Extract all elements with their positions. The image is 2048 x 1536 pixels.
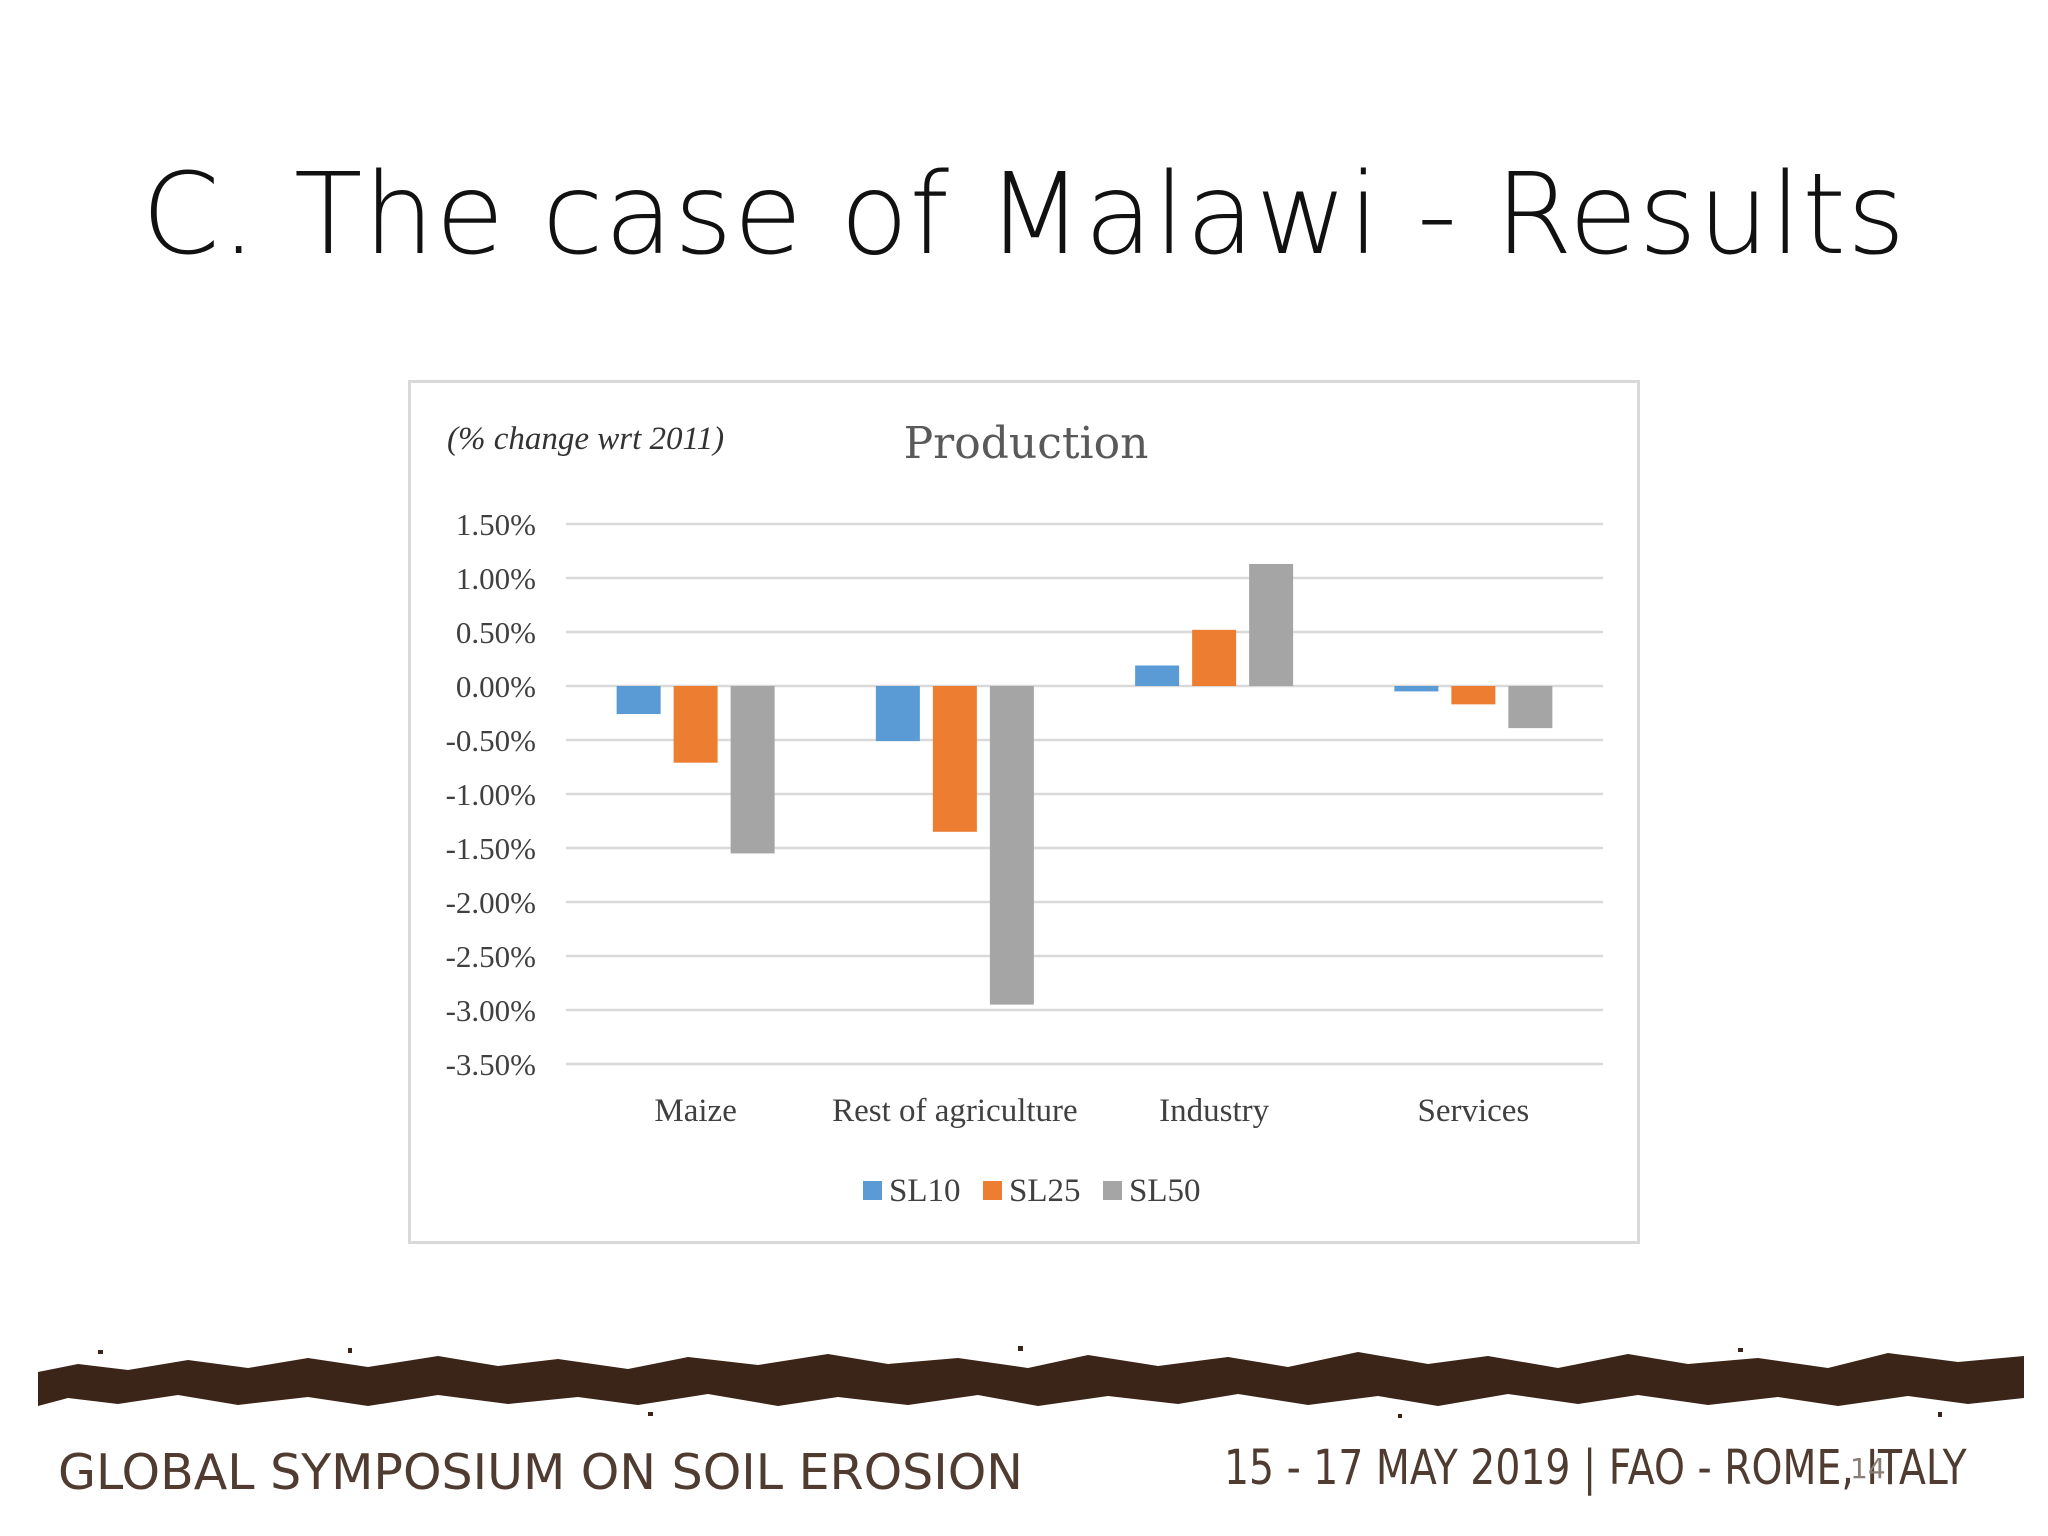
bar-sl10-3 (1394, 686, 1439, 692)
y-tick-label: 1.50% (456, 507, 536, 542)
legend-swatch-sl50 (1103, 1181, 1122, 1200)
legend-label-sl50: SL50 (1129, 1173, 1201, 1209)
y-tick-label: -1.50% (446, 831, 536, 866)
bar-sl10-2 (1135, 665, 1180, 686)
bar-sl10-1 (875, 686, 920, 742)
bar-sl10-0 (616, 686, 661, 715)
production-chart: (% change wrt 2011) Production 1.50% 1.00… (446, 418, 1603, 1209)
x-axis-ticks: Maize Rest of agriculture Industry Services (654, 1093, 1529, 1129)
footer-event-date-location: 15 - 17 MAY 2019 | FAO - ROME, ITALY (1224, 1440, 1967, 1496)
legend: SL10 SL25 SL50 (863, 1173, 1201, 1209)
y-tick-label: -2.50% (446, 939, 536, 974)
chart-unit-note: (% change wrt 2011) (447, 421, 724, 457)
bar-sl50-3 (1508, 686, 1553, 729)
x-tick-label: Rest of agriculture (832, 1093, 1078, 1129)
bar-sl50-0 (730, 686, 775, 854)
page-number: 14 (1850, 1452, 1886, 1485)
soil-band (38, 1346, 2024, 1418)
bar-sl25-1 (932, 686, 977, 832)
y-tick-label: -3.50% (446, 1047, 536, 1082)
chart-title: Production (904, 418, 1149, 469)
legend-label-sl25: SL25 (1009, 1173, 1081, 1209)
legend-swatch-sl25 (983, 1181, 1002, 1200)
bar-sl25-0 (673, 686, 718, 763)
y-tick-label: -1.00% (446, 777, 536, 812)
x-tick-label: Maize (654, 1093, 736, 1129)
y-axis-ticks: 1.50% 1.00% 0.50% 0.00% -0.50% -1.00% -1.50% -2… (446, 507, 536, 1082)
y-tick-label: -2.00% (446, 885, 536, 920)
footer-event-name: GLOBAL SYMPOSIUM ON SOIL EROSION (58, 1444, 1023, 1501)
legend-label-sl10: SL10 (889, 1173, 961, 1209)
y-tick-label: 0.00% (456, 669, 536, 704)
x-tick-label: Services (1417, 1093, 1529, 1129)
y-tick-label: -0.50% (446, 723, 536, 758)
y-tick-label: 0.50% (456, 615, 536, 650)
bar-sl50-2 (1249, 563, 1294, 686)
legend-swatch-sl10 (863, 1181, 882, 1200)
y-tick-label: 1.00% (456, 561, 536, 596)
soil-band-shape (38, 1352, 2024, 1406)
y-tick-label: -3.00% (446, 993, 536, 1028)
bar-sl25-3 (1451, 686, 1496, 705)
chart-frame: (% change wrt 2011) Production 1.50% 1.00… (408, 380, 1640, 1244)
slide-title: C. The case of Malawi - Results (141, 150, 1907, 280)
bars (616, 563, 1553, 1005)
gridlines (566, 522, 1603, 1066)
bar-sl25-2 (1192, 629, 1237, 686)
x-tick-label: Industry (1159, 1093, 1269, 1129)
bar-sl50-1 (989, 686, 1034, 1005)
